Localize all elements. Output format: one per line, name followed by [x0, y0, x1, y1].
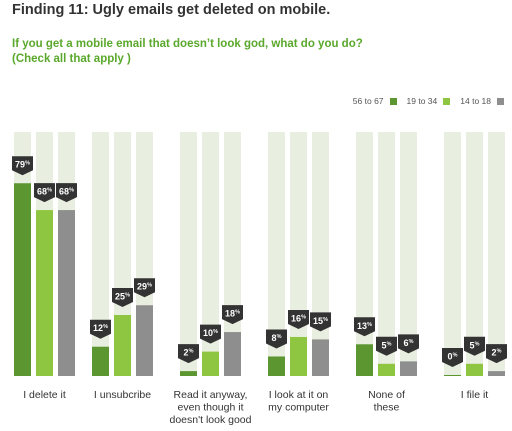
bar — [224, 332, 241, 376]
data-label-badge — [34, 183, 55, 203]
data-label-badge — [288, 309, 309, 329]
legend-label-14-to-18: 14 to 18 — [460, 96, 491, 106]
data-label-badge — [12, 156, 33, 176]
bar-track — [180, 132, 197, 376]
bar — [312, 339, 329, 376]
legend-label-19-to-34: 19 to 34 — [406, 96, 438, 106]
bar-track — [202, 132, 219, 376]
legend-item-56-to-67: 56 to 67 — [353, 96, 397, 106]
bar — [444, 375, 461, 376]
category-label: I delete it — [23, 389, 66, 401]
data-label-badge — [178, 344, 199, 364]
data-label-badge — [266, 329, 287, 349]
data-label: 68% — [59, 187, 74, 197]
data-label-badge — [310, 312, 331, 332]
data-label-badge — [200, 324, 221, 344]
subtitle-line-question: If you get a mobile email that doesn’t l… — [12, 38, 363, 50]
bar — [58, 210, 75, 376]
legend-item-14-to-18: 14 to 18 — [460, 96, 504, 106]
legend-item-19-to-34: 19 to 34 — [407, 96, 451, 106]
data-label: 5% — [382, 340, 392, 350]
legend-swatch-56-to-67 — [389, 97, 397, 105]
data-label-badge — [112, 288, 133, 307]
data-label: 25% — [115, 292, 130, 302]
bar — [36, 210, 53, 376]
bar-track — [488, 132, 505, 376]
category-label: I look at it on my computer — [268, 389, 329, 414]
data-label-badge — [354, 317, 375, 337]
bar — [290, 336, 307, 376]
data-label: 79% — [15, 160, 30, 170]
bar-track — [466, 132, 483, 376]
data-label: 16% — [291, 313, 306, 323]
bar — [14, 183, 31, 376]
bar — [180, 371, 197, 376]
data-label: 6% — [404, 338, 414, 348]
legend-swatch-14-to-18 — [497, 97, 504, 105]
legend-label-56-to-67: 56 to 67 — [352, 96, 384, 106]
bar-track — [356, 132, 373, 376]
data-label-badge — [464, 336, 485, 356]
bar-track — [400, 132, 417, 376]
data-label: 2% — [492, 348, 502, 358]
data-label: 29% — [137, 282, 152, 292]
category-label: Read it anyway, even though it doesn't loo… — [170, 389, 252, 426]
data-label-badge — [486, 344, 507, 364]
data-label-badge — [134, 278, 155, 298]
bar — [114, 315, 131, 376]
data-label: 8% — [272, 333, 282, 343]
bar — [400, 361, 417, 376]
bar — [268, 356, 285, 376]
bar — [488, 371, 505, 376]
data-label-badge — [90, 319, 111, 339]
bar — [378, 363, 395, 376]
bar-track — [268, 132, 285, 376]
data-label: 13% — [357, 321, 372, 331]
data-label-badge — [56, 183, 77, 203]
data-label: 10% — [203, 328, 218, 338]
data-label-badge — [222, 305, 243, 325]
bar-track — [378, 132, 395, 376]
bar — [356, 344, 373, 376]
chart-legend: 56 to 67 19 to 34 14 to 18 — [353, 96, 504, 106]
bar — [92, 346, 109, 376]
category-label: None of these — [368, 389, 405, 414]
bar — [202, 351, 219, 376]
bar — [136, 305, 153, 376]
data-label: 18% — [225, 309, 240, 319]
data-label: 5% — [470, 340, 480, 350]
legend-swatch-19-to-34 — [443, 97, 451, 105]
category-label: I file it — [461, 389, 489, 401]
data-label: 15% — [313, 316, 328, 326]
data-label-badge — [398, 334, 419, 354]
subtitle-line-instruction: (Check all that apply ) — [12, 53, 131, 65]
bar — [466, 363, 483, 376]
data-label: 2% — [184, 348, 194, 358]
chart-subtitle: If you get a mobile email that doesn’t l… — [12, 37, 502, 67]
data-label-badge — [376, 336, 397, 356]
data-label: 12% — [93, 323, 108, 333]
data-label: 0% — [448, 352, 458, 362]
data-label-badge — [442, 348, 463, 367]
bar-track — [444, 132, 461, 376]
page-title: Finding 11: Ugly emails get deleted on m… — [12, 2, 331, 18]
bar-track — [92, 132, 109, 376]
data-label: 68% — [37, 187, 52, 197]
category-label: I unsubcribe — [94, 389, 151, 401]
